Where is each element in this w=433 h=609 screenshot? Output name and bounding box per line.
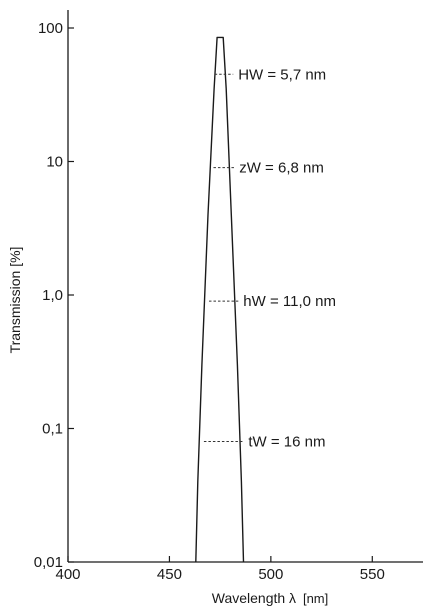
chart-series	[195, 36, 245, 563]
chart-axes	[67, 10, 423, 563]
x-tick-label: 400	[55, 566, 80, 583]
x-axis-title: Wavelength λ [nm]	[212, 590, 329, 606]
y-tick-label: 1,0	[42, 287, 63, 304]
x-axis-title-main: Wavelength λ	[212, 590, 296, 606]
width-annotation-label: hW = 11,0 nm	[243, 293, 336, 310]
y-tick-label: 0,01	[34, 554, 63, 571]
x-tick-label: 500	[258, 566, 283, 583]
y-axis-title: Transmission [%]	[7, 247, 23, 354]
chart-ticks: 400 450 500 550 0,01 0,1 1,0 10 100	[34, 20, 385, 583]
width-annotation-label: tW = 16 nm	[248, 433, 325, 450]
chart-annotations: HW = 5,7 nm zW = 6,8 nm hW = 11,0 nm tW = 1…	[203, 66, 336, 450]
x-tick-label: 450	[157, 566, 182, 583]
series-line	[195, 36, 245, 563]
width-annotation-label: HW = 5,7 nm	[238, 66, 326, 83]
y-tick-label: 100	[38, 20, 63, 37]
width-annotation-label: zW = 6,8 nm	[239, 160, 324, 177]
x-axis-title-unit: [nm]	[303, 591, 328, 606]
y-tick-label: 0,1	[42, 421, 63, 438]
x-tick-label: 550	[360, 566, 385, 583]
y-tick-label: 10	[46, 154, 63, 171]
